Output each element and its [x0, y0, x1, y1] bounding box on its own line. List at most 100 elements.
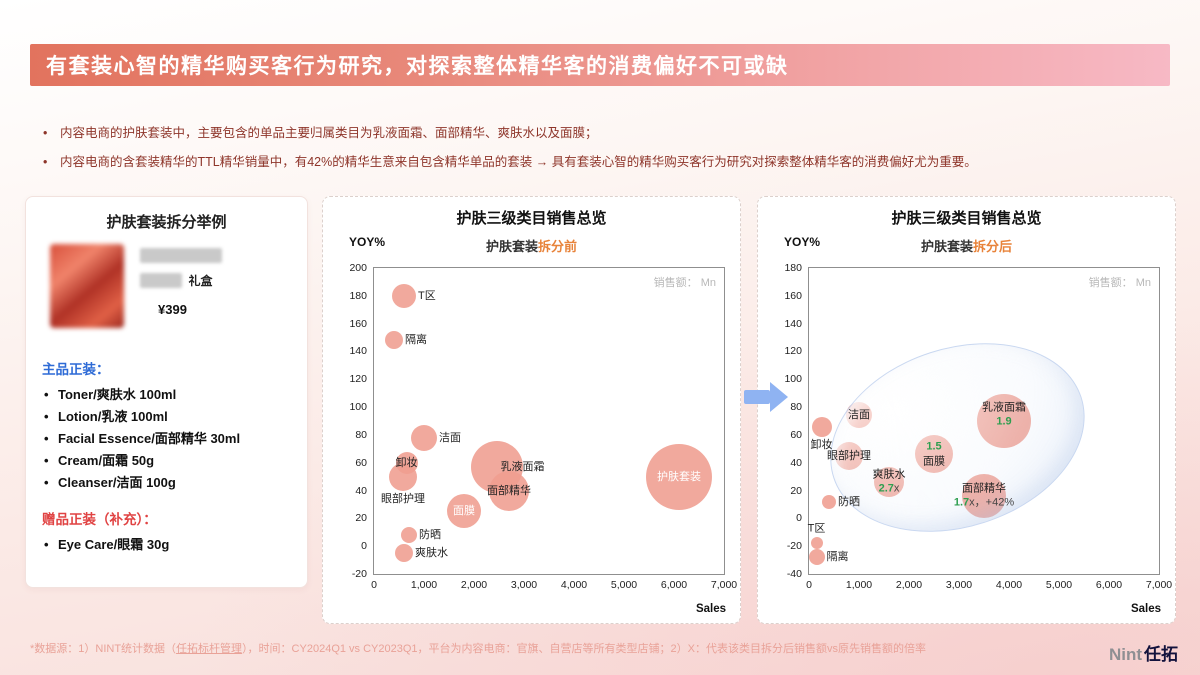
x-tick-label: 5,000 — [610, 579, 638, 591]
product-row: 礼盒 ¥399 — [50, 244, 291, 328]
x-tick-label: 1,000 — [845, 579, 873, 591]
bubble-label: 护肤套装 — [657, 470, 701, 483]
y-tick-label: 0 — [361, 540, 367, 553]
chart-subtitle-prefix: 护肤套装 — [920, 239, 973, 254]
bubble-label: 眼部护理 — [381, 492, 425, 505]
bubble-label: 面部精华 — [487, 484, 531, 497]
product-item: Lotion/乳液 100ml — [42, 406, 291, 428]
bubble-label: 防晒 — [419, 528, 441, 541]
y-tick-label: 160 — [784, 289, 802, 302]
x-tick-label: 2,000 — [460, 579, 488, 591]
chart-bubble — [395, 544, 413, 563]
bubble-label: 爽肤水 2.7x — [872, 468, 906, 496]
key-point: 内容电商的护肤套装中，主要包含的单品主要归属类目为乳液面霜、面部精华、爽肤水以及… — [40, 124, 1170, 143]
x-tick-label: 6,000 — [1095, 579, 1123, 591]
plot-area: 销售额： Mn -20 0 20 40 60 80 100 120 140 160 180 200 0 1… — [349, 262, 737, 591]
x-tick-label: 0 — [371, 579, 377, 591]
chart-bubble — [822, 494, 836, 509]
bubble-label: T区 — [807, 523, 826, 536]
x-tick-label: 4,000 — [560, 579, 588, 591]
bubble-size-legend: 销售额： Mn — [1088, 277, 1151, 289]
bubble-label: 面膜 — [453, 505, 475, 518]
plot-area: 销售额： Mn -40 -20 0 20 40 60 80 100 120 140 160 180 0 1… — [784, 262, 1172, 591]
redacted-text — [140, 273, 182, 289]
highlight-bubble-overlay — [805, 311, 1109, 563]
y-tick-label: 20 — [790, 484, 802, 497]
chart-bubble — [808, 549, 825, 566]
product-item: Eye Care/眼霜 30g — [42, 534, 291, 556]
logo-brand-cn: 任拓 — [1144, 645, 1178, 664]
chart-subtitle-highlight: 拆分前 — [538, 239, 578, 254]
x-tick-label: 6,000 — [660, 579, 688, 591]
bubble-label: 乳液面霜 1.9 — [982, 401, 1026, 428]
transform-arrow-icon — [744, 382, 790, 412]
product-item: Cleanser/洁面 100g — [42, 472, 291, 494]
chart-card-before-split: 护肤三级类目销售总览 护肤套装拆分前 YOY% 销售额： Mn -20 0 20 40… — [322, 196, 741, 624]
y-tick-label: 140 — [349, 345, 367, 358]
y-tick-label: 120 — [349, 373, 367, 386]
product-item: Facial Essence/面部精华 30ml — [42, 428, 291, 450]
y-tick-label: 60 — [355, 456, 367, 469]
gift-items-list: Eye Care/眼霜 30g — [42, 534, 291, 556]
footer-note: *数据源：1）NINT统计数据（任拓标杆管理），时间：CY2024Q1 vs C… — [30, 642, 1145, 658]
bubble-label: 防晒 — [838, 495, 860, 508]
y-tick-label: 80 — [355, 428, 367, 441]
chart-bubble — [392, 283, 416, 308]
example-card-title: 护肤套装拆分举例 — [106, 214, 227, 231]
chart-subtitle-highlight: 拆分后 — [973, 239, 1013, 254]
product-price: ¥399 — [158, 302, 187, 317]
bubble-label: 眼部护理 — [827, 449, 871, 462]
x-axis-label: Sales — [695, 603, 726, 615]
slide-title-bar: 有套装心智的精华购买客行为研究，对探索整体精华客的消费偏好不可或缺 — [30, 44, 1170, 86]
y-tick-label: 180 — [784, 262, 802, 274]
product-info: 礼盒 ¥399 — [140, 244, 222, 328]
x-axis-label: Sales — [1130, 603, 1161, 615]
bubble-size-legend: 销售额： Mn — [653, 277, 716, 289]
chart-bubble — [385, 331, 403, 350]
product-item: Toner/爽肤水 100ml — [42, 384, 291, 406]
bubble-label: 洁面 — [848, 409, 870, 422]
bubble-label: 洁面 — [439, 431, 461, 444]
product-image — [50, 244, 124, 328]
x-tick-label: 4,000 — [995, 579, 1023, 591]
y-tick-label: -20 — [786, 540, 802, 553]
slide-title: 有套装心智的精华购买客行为研究，对探索整体精华客的消费偏好不可或缺 — [46, 55, 789, 78]
product-item: Cream/面霜 50g — [42, 450, 291, 472]
y-tick-label: 140 — [784, 317, 802, 330]
chart-bubble — [447, 494, 481, 529]
chart-bubble — [401, 527, 417, 544]
footer-link[interactable]: 任拓标杆管理 — [176, 643, 243, 655]
y-tick-label: 100 — [784, 373, 802, 386]
x-tick-label: 0 — [806, 579, 812, 591]
redacted-text — [140, 248, 222, 263]
x-tick-label: 3,000 — [945, 579, 973, 591]
chart-bubble — [811, 416, 832, 437]
y-tick-label: 20 — [355, 512, 367, 525]
chart-bubble — [810, 537, 823, 550]
y-tick-label: 200 — [349, 262, 367, 274]
nint-logo: Nint 任拓 — [1109, 640, 1178, 665]
chart-card-after-split: 护肤三级类目销售总览 护肤套装拆分后 YOY% 销售额： Mn -40 -20 0 2… — [757, 196, 1176, 624]
x-tick-label: 1,000 — [410, 579, 438, 591]
chart-subtitle: 护肤套装拆分前 — [323, 236, 740, 255]
gift-items-title: 赠品正装（补充）： — [42, 512, 157, 527]
bubble-label: 隔离 — [826, 551, 849, 564]
main-items-list: Toner/爽肤水 100ml Lotion/乳液 100ml Facial E… — [42, 384, 291, 494]
chart-title: 护肤三级类目销售总览 — [456, 210, 607, 227]
y-tick-label: 80 — [790, 401, 802, 414]
bubble-label: 1.5 面膜 — [923, 441, 945, 468]
chart-bubble — [411, 424, 437, 451]
example-card: 护肤套装拆分举例 礼盒 ¥399 主品正装： Toner/爽肤水 100ml L… — [25, 196, 308, 588]
y-tick-label: -40 — [786, 568, 802, 580]
key-points: 内容电商的护肤套装中，主要包含的单品主要归属类目为乳液面霜、面部精华、爽肤水以及… — [40, 124, 1170, 182]
chart-subtitle: 护肤套装拆分后 — [758, 236, 1175, 255]
y-axis-label: YOY% — [349, 235, 386, 249]
y-tick-label: 180 — [349, 289, 367, 302]
bubble-label: 隔离 — [405, 334, 427, 347]
y-tick-label: 60 — [790, 428, 802, 441]
x-tick-label: 2,000 — [895, 579, 923, 591]
y-tick-label: 120 — [784, 345, 802, 358]
y-tick-label: -20 — [351, 568, 367, 580]
footer-text: ），时间：CY2024Q1 vs CY2023Q1，平台为内容电商：官旗、自营店… — [242, 643, 926, 655]
